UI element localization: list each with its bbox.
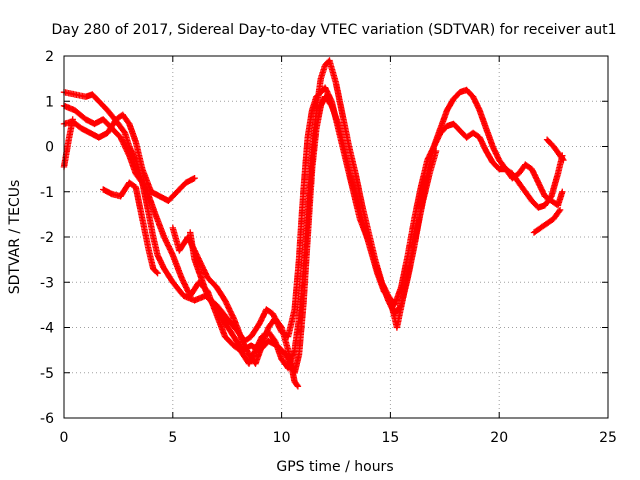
point-marker (530, 206, 564, 236)
series-track-i (543, 136, 567, 164)
y-tick-label: 0 (45, 140, 54, 156)
point-marker (100, 179, 161, 277)
chart-title: Day 280 of 2017, Sidereal Day-to-day VTE… (51, 22, 616, 38)
series-track-h (530, 206, 564, 236)
point-marker (543, 136, 567, 164)
x-tick-label: 25 (599, 430, 617, 446)
y-tick-label: -6 (40, 411, 54, 427)
series-track-g (187, 93, 440, 376)
x-tick-labels: 0 5 10 15 20 25 (60, 430, 617, 446)
y-tick-label: -4 (40, 321, 54, 337)
y-tick-label: 2 (45, 49, 54, 65)
x-tick-label: 5 (168, 430, 177, 446)
x-tick-label: 15 (381, 430, 399, 446)
data-points (60, 57, 567, 390)
series-track-e (100, 179, 161, 277)
x-axis-label: GPS time / hours (276, 459, 393, 475)
x-tick-label: 0 (60, 430, 69, 446)
x-tick-label: 20 (490, 430, 508, 446)
y-tick-label: -5 (40, 366, 54, 382)
series-track-a (60, 84, 566, 345)
point-marker (60, 84, 566, 345)
x-tick-label: 10 (273, 430, 291, 446)
y-tick-label: 1 (45, 94, 54, 110)
plot-border (63, 55, 609, 419)
y-tick-label: -1 (40, 185, 54, 201)
y-tick-label: -3 (40, 275, 54, 291)
y-tick-labels: -6 -5 -4 -3 -2 -1 0 1 2 (40, 49, 54, 427)
y-tick-label: -2 (40, 230, 54, 246)
y-axis-label: SDTVAR / TECUs (7, 180, 23, 295)
grid-lines (64, 56, 608, 418)
point-marker (187, 93, 440, 376)
